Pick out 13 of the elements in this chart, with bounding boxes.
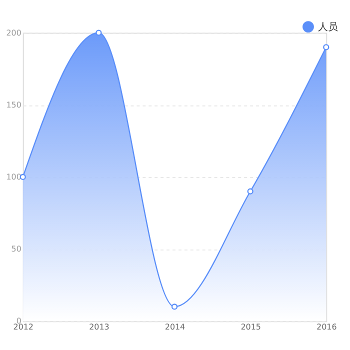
x-tick-label: 2016 <box>316 322 337 332</box>
y-tick-label: 150 <box>6 100 22 110</box>
point <box>96 30 102 36</box>
x-tick-label: 2012 <box>13 322 34 332</box>
x-tick-label: 2013 <box>89 322 110 332</box>
y-tick-label: 200 <box>6 28 22 38</box>
legend-label: 人员 <box>318 22 338 33</box>
point <box>171 304 178 310</box>
point <box>247 188 254 194</box>
x-tick-label: 2015 <box>240 322 261 332</box>
y-tick-label: 50 <box>11 244 22 254</box>
point <box>323 44 330 50</box>
x-tick-label: 2014 <box>164 322 186 332</box>
